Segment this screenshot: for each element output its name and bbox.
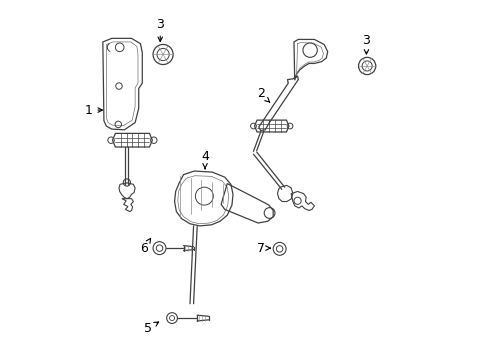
Text: 1: 1 — [84, 104, 102, 117]
Text: 5: 5 — [143, 322, 158, 335]
Text: 3: 3 — [156, 18, 164, 41]
Text: 4: 4 — [201, 150, 208, 169]
Text: 6: 6 — [140, 238, 150, 255]
Text: 7: 7 — [256, 242, 270, 255]
Text: 3: 3 — [362, 33, 369, 54]
Text: 2: 2 — [256, 87, 269, 102]
